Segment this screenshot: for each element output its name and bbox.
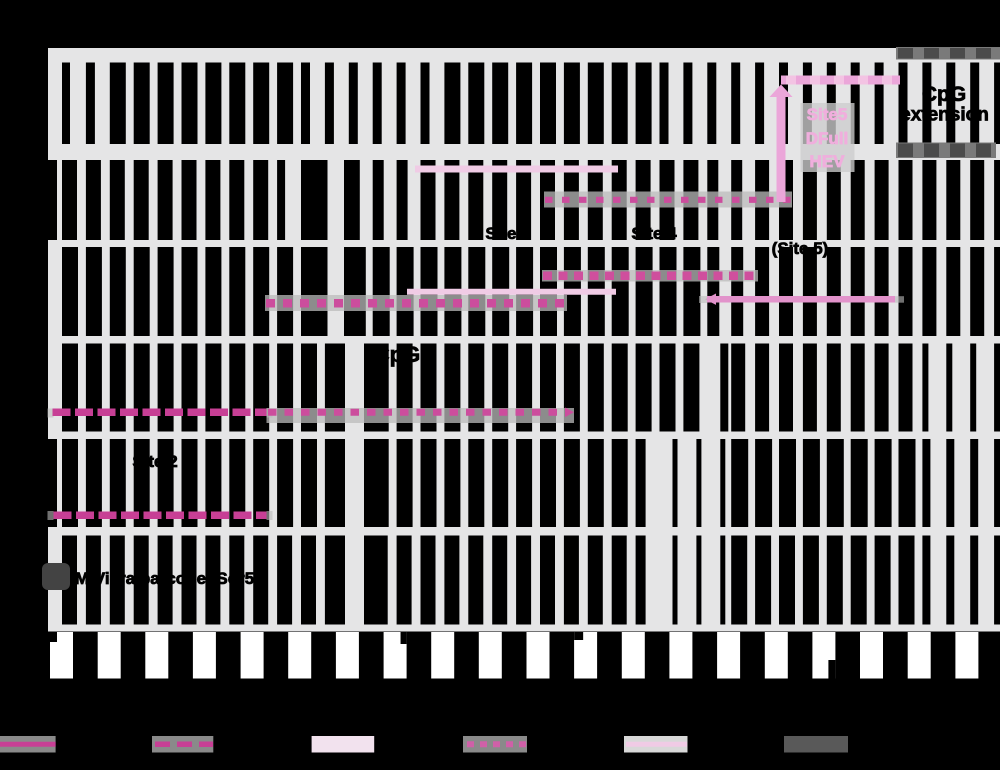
svg-text:M Viera barcode(iSor5): M Viera barcode(iSor5) xyxy=(75,569,260,588)
svg-text:DFull: DFull xyxy=(806,129,849,148)
svg-text:Site5: Site5 xyxy=(807,105,848,124)
svg-text:CpG: CpG xyxy=(922,83,966,106)
svg-text:Site 2: Site 2 xyxy=(132,452,177,471)
svg-text:extension: extension xyxy=(900,105,989,126)
svg-text:Site 4: Site 4 xyxy=(631,224,677,243)
svg-text:CpG: CpG xyxy=(374,342,420,367)
svg-text:Site 3: Site 3 xyxy=(485,224,530,243)
svg-text:HEV: HEV xyxy=(810,152,846,171)
svg-text:(Site 5): (Site 5) xyxy=(772,239,829,258)
